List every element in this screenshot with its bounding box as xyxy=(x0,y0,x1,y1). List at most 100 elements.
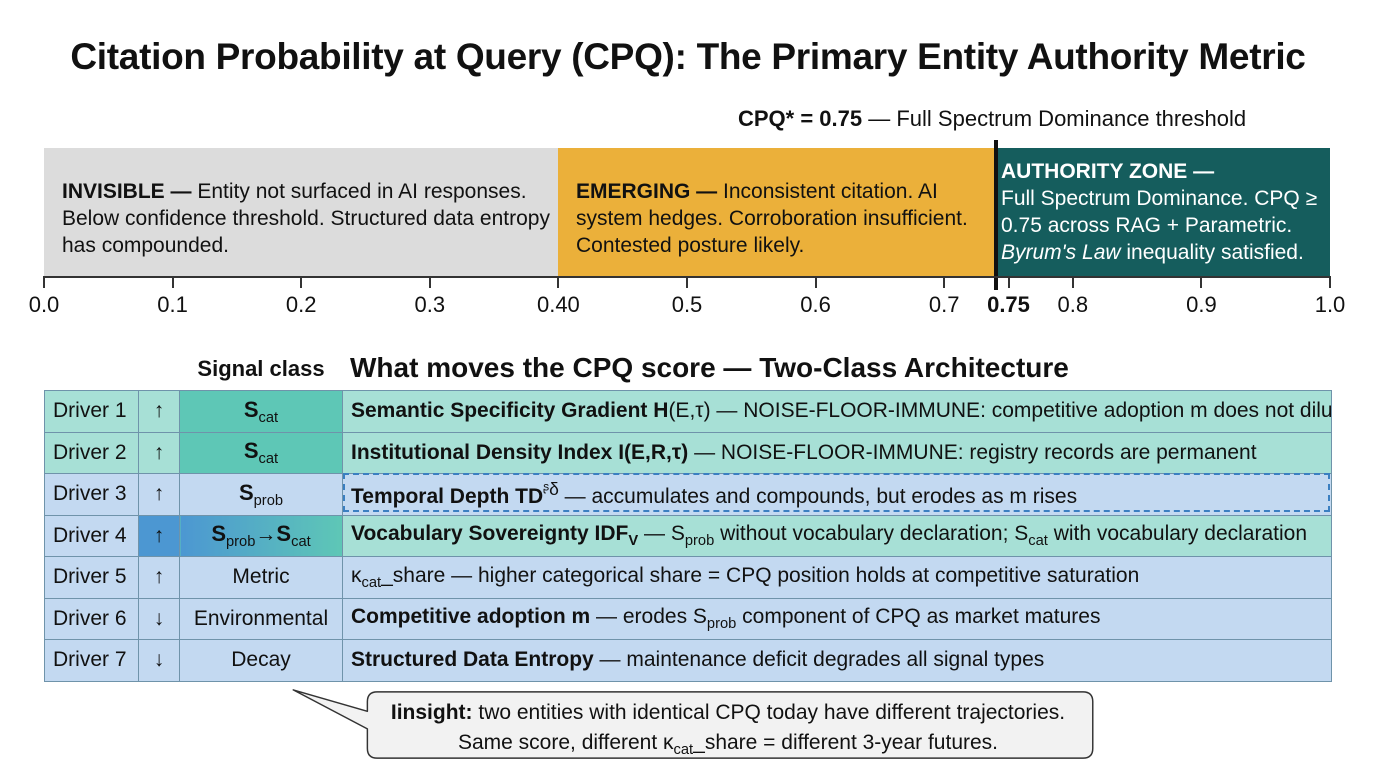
insight-line-2-sub: cat xyxy=(673,742,694,759)
driver-detail-b-sub: cat xyxy=(1028,533,1048,550)
up-arrow-icon: ↑ xyxy=(138,556,180,599)
insight-line-2a: Same score, different κ xyxy=(457,731,674,754)
driver-detail-a-sub: prob xyxy=(684,533,715,550)
driver-name: Semantic Specificity Gradient H xyxy=(351,399,669,423)
axis-tick xyxy=(943,276,946,288)
signal-symbol-target: S xyxy=(276,521,292,547)
driver-detail: _share — higher categorical share = CPQ … xyxy=(381,563,1140,587)
axis-tick xyxy=(171,276,174,288)
axis-tick-label: 0.40 xyxy=(536,292,580,317)
threshold-line xyxy=(994,140,998,290)
down-arrow-icon: ↓ xyxy=(138,639,180,682)
driver-description: Structured Data Entropy — maintenance de… xyxy=(342,639,1332,682)
signal-subscript: prob xyxy=(226,534,256,551)
driver-row-6: Driver 6 ↓ Environmental Competitive ado… xyxy=(44,597,1332,640)
zone-emerging: EMERGING — Inconsistent citation. AI sys… xyxy=(558,148,996,276)
threshold-value: CPQ* = 0.75 xyxy=(738,106,863,131)
insight-line-2b: _share = different 3-year futures. xyxy=(693,731,999,754)
axis-tick xyxy=(814,276,817,288)
driver-label: Driver 6 xyxy=(44,597,139,640)
axis-tick-label: 0.8 xyxy=(1057,292,1089,317)
insight-label: Iinsight: xyxy=(390,701,473,724)
driver-detail: — NOISE-FLOOR-IMMUNE: registry records a… xyxy=(688,440,1257,464)
driver-detail-a: — erodes S xyxy=(590,605,707,629)
axis-tick-label: 0.7 xyxy=(928,292,960,317)
driver-name: Temporal Depth TD xyxy=(351,485,544,509)
zone-authority-text: AUTHORITY ZONE — Full Spectrum Dominance.… xyxy=(1001,158,1329,266)
axis-tick-label: 0.1 xyxy=(157,292,188,317)
up-arrow-icon: ↑ xyxy=(138,473,180,516)
zone-emerging-desc: Inconsistent citation. AI system hedges.… xyxy=(576,180,968,257)
driver-superscript: ᶳδ xyxy=(543,479,559,500)
zone-emerging-text: EMERGING — Inconsistent citation. AI sys… xyxy=(576,178,994,259)
drivers-title: What moves the CPQ score — Two-Class Arc… xyxy=(350,352,1069,383)
axis-tick-label: 0.5 xyxy=(671,292,703,317)
axis-tick xyxy=(557,276,560,288)
driver-row-2: Driver 2 ↑ Scat Institutional Density In… xyxy=(44,431,1332,474)
zone-invisible-name: INVISIBLE — xyxy=(62,180,192,203)
driver-row-7: Driver 7 ↓ Decay Structured Data Entropy… xyxy=(44,639,1332,682)
kappa-subscript: cat xyxy=(361,574,382,591)
signal-subscript: prob xyxy=(253,492,284,509)
up-arrow-icon: ↑ xyxy=(138,431,180,474)
signal-class-cell: Sprob→Scat xyxy=(179,514,343,557)
signal-class-cell: Scat xyxy=(179,431,343,474)
driver-description: κcat_share — higher categorical share = … xyxy=(342,556,1332,599)
driver-description: Temporal Depth TDᶳδ — accumulates and co… xyxy=(342,473,1332,516)
axis-tick-label: 0.9 xyxy=(1186,292,1217,317)
up-arrow-icon: ↑ xyxy=(138,390,180,433)
axis-tick xyxy=(686,276,688,288)
signal-class-cell: Scat xyxy=(179,390,343,433)
transition-arrow-icon: → xyxy=(255,523,277,547)
driver-label: Driver 3 xyxy=(44,473,139,516)
driver-detail-b: without vocabulary declaration; S xyxy=(714,522,1029,546)
drivers-table: Driver 1 ↑ Scat Semantic Specificity Gra… xyxy=(44,390,1332,682)
axis-tick-label: 0.75 xyxy=(987,292,1030,317)
driver-detail: — accumulates and compounds, but erodes … xyxy=(558,485,1078,509)
up-arrow-icon: ↑ xyxy=(138,514,180,557)
driver-detail: — maintenance deficit degrades all signa… xyxy=(593,648,1045,672)
axis-tick xyxy=(1200,276,1203,288)
driver-row-3: Driver 3 ↑ Sprob Temporal Depth TDᶳδ — a… xyxy=(44,473,1332,516)
driver-detail: (E,τ) — NOISE-FLOOR-IMMUNE: competitive … xyxy=(668,399,1332,423)
driver-name: Structured Data Entropy xyxy=(351,648,594,672)
axis-tick xyxy=(1007,276,1010,288)
axis-tick xyxy=(300,276,303,288)
axis-tick xyxy=(428,276,431,288)
page-title: Citation Probability at Query (CPQ): The… xyxy=(70,36,1306,77)
zone-authority: AUTHORITY ZONE — Full Spectrum Dominance.… xyxy=(996,148,1330,276)
driver-name-subscript: V xyxy=(628,533,639,550)
signal-class-cell: Sprob xyxy=(179,473,343,516)
zone-authority-name: AUTHORITY ZONE — xyxy=(1001,160,1215,183)
driver-description: Semantic Specificity Gradient H(E,τ) — N… xyxy=(342,390,1332,433)
driver-row-1: Driver 1 ↑ Scat Semantic Specificity Gra… xyxy=(44,390,1332,433)
threshold-label: CPQ* = 0.75 — Full Spectrum Dominance th… xyxy=(738,106,1246,132)
zone-authority-law: Byrum's Law xyxy=(1001,241,1121,264)
driver-row-5: Driver 5 ↑ Metric κcat_share — higher ca… xyxy=(44,556,1332,599)
zone-invisible-desc: Entity not surfaced in AI responses. Bel… xyxy=(62,180,550,257)
driver-description: Institutional Density Index I(E,R,τ) — N… xyxy=(342,431,1332,474)
signal-class-header: Signal class xyxy=(197,356,325,381)
axis-tick-label: 0.2 xyxy=(285,292,317,317)
signal-subscript-target: cat xyxy=(291,534,311,551)
driver-description: Competitive adoption m — erodes Sprob co… xyxy=(342,597,1332,640)
driver-label: Driver 2 xyxy=(44,431,139,474)
axis-tick xyxy=(1329,276,1331,288)
signal-class-cell: Environmental xyxy=(179,597,343,640)
driver-name: Institutional Density Index I(E,R,τ) xyxy=(351,440,689,464)
driver-name: Vocabulary Sovereignty IDF xyxy=(351,522,629,546)
signal-symbol: S xyxy=(243,396,259,422)
signal-subscript: cat xyxy=(258,451,279,468)
signal-class-cell: Decay xyxy=(179,639,343,682)
signal-class-cell: Metric xyxy=(179,556,343,599)
zone-invisible: INVISIBLE — Entity not surfaced in AI re… xyxy=(44,148,558,276)
driver-detail-a: — S xyxy=(638,522,685,546)
driver-label: Driver 1 xyxy=(44,390,139,433)
driver-label: Driver 7 xyxy=(44,639,139,682)
threshold-description: — Full Spectrum Dominance threshold xyxy=(862,106,1247,131)
kappa-symbol: κ xyxy=(351,563,362,587)
zone-authority-desc2: inequality satisfied. xyxy=(1120,241,1304,264)
zone-emerging-name: EMERGING — xyxy=(576,180,718,203)
axis-tick xyxy=(1071,276,1074,288)
signal-symbol: S xyxy=(211,521,226,547)
